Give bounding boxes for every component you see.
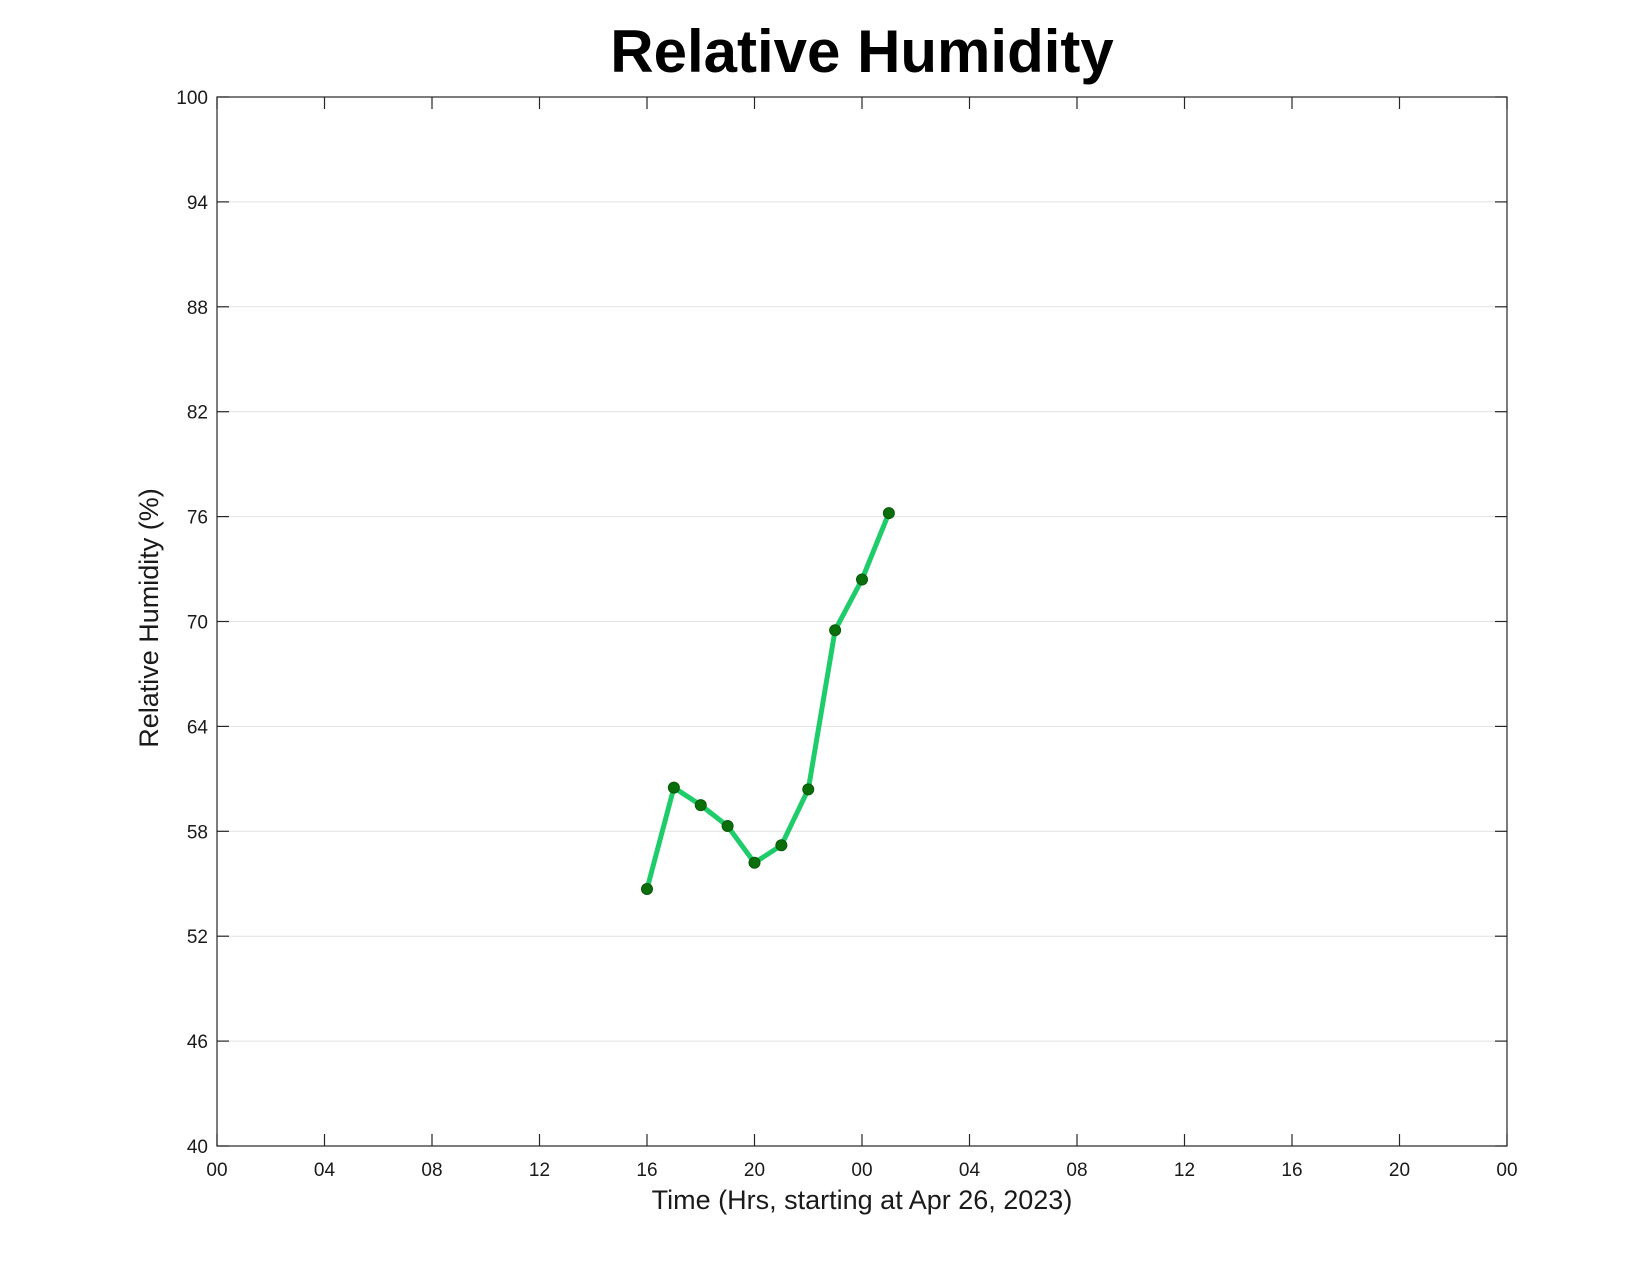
y-tick-label: 40 (187, 1137, 208, 1158)
x-tick-label: 08 (421, 1160, 442, 1181)
data-point (748, 856, 761, 869)
y-axis-label: Relative Humidity (%) (134, 488, 164, 748)
x-tick-label: 12 (529, 1160, 550, 1181)
chart-title: Relative Humidity (610, 18, 1114, 85)
x-tick-label: 00 (206, 1160, 227, 1181)
x-tick-label: 04 (959, 1160, 981, 1181)
x-tick-label: 20 (744, 1160, 765, 1181)
x-tick-label: 12 (1174, 1160, 1195, 1181)
y-tick-label: 88 (187, 298, 208, 319)
x-tick-label: 16 (636, 1160, 657, 1181)
y-tick-label: 70 (187, 613, 208, 634)
y-tick-label: 94 (187, 193, 209, 214)
series-line (644, 510, 892, 892)
x-tick-label: 04 (314, 1160, 336, 1181)
x-tick-labels: 00 04 08 12 16 20 00 04 08 12 16 20 00 (206, 1160, 1517, 1181)
data-point (667, 781, 680, 794)
x-tick-label: 00 (851, 1160, 872, 1181)
y-tick-label: 58 (187, 822, 208, 843)
axis-ticks (216, 96, 1508, 1147)
data-point (775, 839, 788, 852)
data-point (641, 882, 653, 895)
y-tick-label: 82 (187, 403, 208, 424)
x-tick-label: 16 (1281, 1160, 1302, 1181)
y-tick-labels: 40 46 52 58 64 70 76 82 88 94 100 (176, 88, 208, 1158)
y-tick-label: 46 (187, 1032, 208, 1053)
x-tick-label: 20 (1389, 1160, 1410, 1181)
data-point (829, 624, 842, 637)
data-point (882, 507, 895, 520)
y-tick-label: 76 (187, 508, 208, 529)
x-axis-label: Time (Hrs, starting at Apr 26, 2023) (652, 1185, 1073, 1215)
y-tick-label: 52 (187, 927, 208, 948)
series-layer (641, 507, 895, 895)
data-point (694, 799, 707, 812)
data-point (802, 783, 815, 796)
x-tick-label: 08 (1066, 1160, 1087, 1181)
data-point (856, 573, 868, 586)
x-tick-label: 00 (1496, 1160, 1517, 1181)
y-tick-label: 64 (187, 717, 209, 738)
data-point (721, 820, 734, 833)
grid-lines (217, 96, 1507, 1042)
y-tick-label: 100 (176, 88, 208, 109)
